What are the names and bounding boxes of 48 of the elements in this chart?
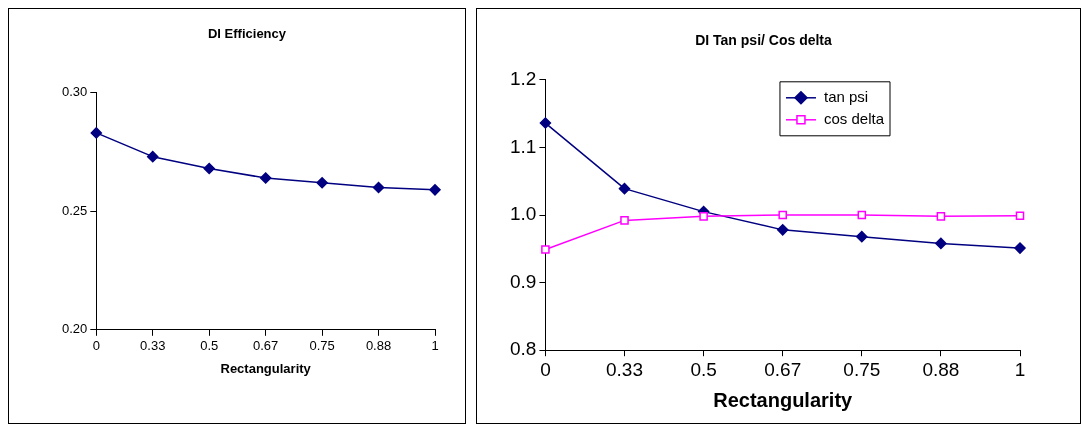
- y-tick-label: 1.2: [509, 68, 537, 90]
- point: [856, 230, 868, 243]
- point: [203, 162, 215, 175]
- point: [541, 245, 550, 254]
- y-tick-label: 0.20: [61, 321, 88, 337]
- x-tick-label: 0.75: [309, 338, 335, 354]
- x-tick-label: 0.75: [843, 358, 881, 380]
- point: [935, 237, 947, 250]
- legend-label: cos delta: [823, 109, 885, 127]
- y-tick-label: 0.25: [61, 202, 88, 218]
- point: [316, 176, 328, 189]
- point: [259, 172, 272, 184]
- point: [147, 150, 159, 163]
- legend-label: tan psi: [823, 87, 869, 105]
- point: [1014, 242, 1026, 254]
- point: [936, 212, 946, 221]
- chart-title: DI Efficiency: [207, 26, 287, 42]
- point: [857, 210, 867, 220]
- point: [1015, 211, 1025, 220]
- x-tick-label: 1: [431, 338, 439, 354]
- x-tick-label: 0.5: [690, 358, 717, 380]
- x-tick-label: 0.88: [922, 358, 960, 380]
- y-tick-label: 0.30: [61, 84, 88, 100]
- x-tick-label: 1: [1014, 358, 1026, 380]
- x-tick-label: 0.33: [140, 338, 166, 354]
- x-tick-label: 0.5: [200, 338, 219, 354]
- x-axis-title: Rectangularity: [713, 388, 854, 411]
- chart-title: DI Tan psi/ Cos delta: [695, 32, 833, 49]
- y-tick-label: 1.0: [509, 203, 537, 225]
- point: [776, 224, 789, 236]
- x-tick-label: 0.67: [764, 358, 802, 380]
- point: [699, 212, 708, 221]
- x-tick-label: 0: [92, 338, 100, 354]
- point: [90, 127, 103, 139]
- y-tick-label: 0.8: [509, 338, 537, 360]
- x-axis-title: Rectangularity: [220, 360, 312, 376]
- y-tick-label: 0.9: [509, 270, 537, 292]
- x-tick-label: 0.67: [252, 338, 279, 354]
- point: [620, 216, 629, 225]
- x-tick-label: 0.88: [365, 338, 392, 354]
- y-tick-label: 1.1: [509, 135, 537, 157]
- point: [618, 182, 631, 195]
- x-tick-label: 0: [540, 358, 551, 380]
- point: [429, 184, 441, 196]
- point: [539, 117, 552, 129]
- point: [372, 181, 385, 194]
- point: [778, 210, 787, 220]
- x-tick-label: 0.33: [606, 358, 643, 380]
